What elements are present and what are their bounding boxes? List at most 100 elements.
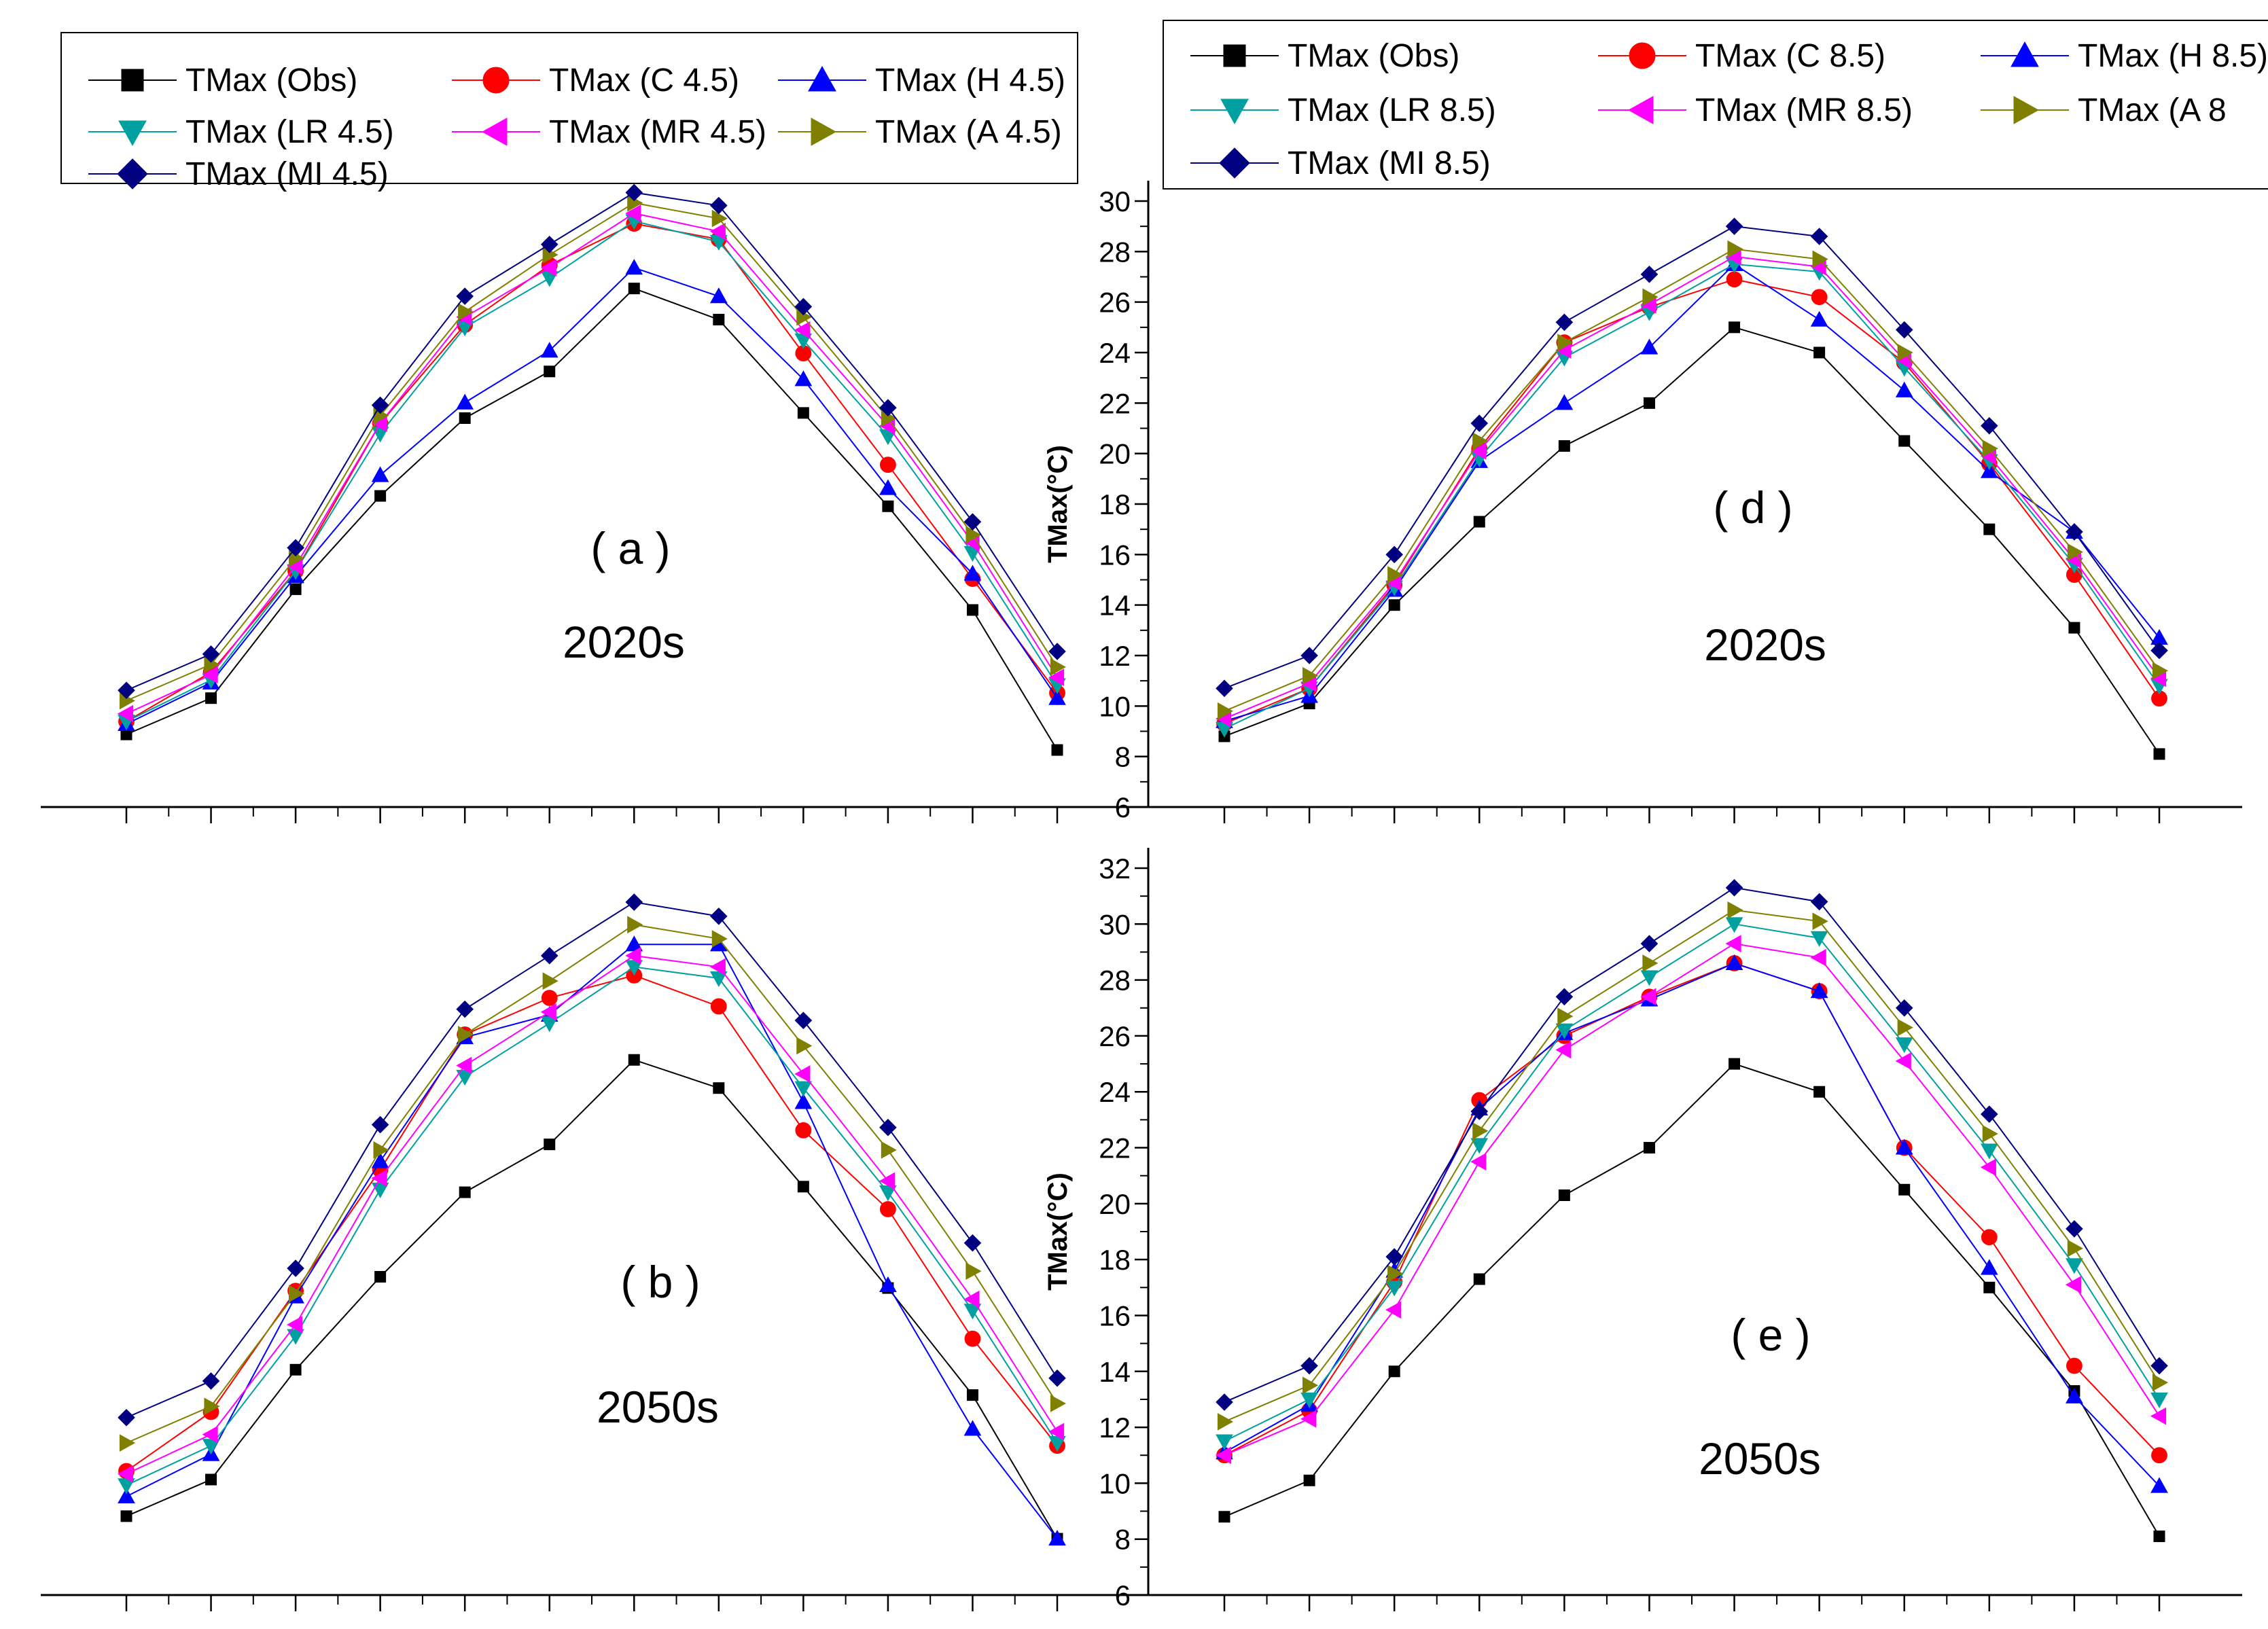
legend-entry-label: TMax (C 8.5) — [1695, 38, 1885, 74]
data-point — [1725, 935, 1741, 952]
series-6 — [118, 893, 1066, 1427]
data-point — [1048, 643, 1066, 660]
series-6 — [1216, 879, 2168, 1411]
data-point — [540, 947, 559, 965]
legend-marker — [121, 69, 144, 92]
data-point — [710, 998, 727, 1015]
series-line — [1224, 248, 2160, 712]
legend-frame — [1163, 20, 2268, 190]
data-point — [797, 407, 809, 419]
data-point — [794, 1081, 813, 1097]
data-point — [1470, 414, 1489, 432]
data-point — [1557, 1007, 1574, 1025]
data-point — [371, 1152, 389, 1168]
series-4 — [117, 946, 1065, 1483]
series-5 — [1217, 901, 2169, 1431]
data-point — [963, 565, 982, 581]
data-point — [1981, 1105, 1998, 1123]
data-point — [1810, 931, 1828, 947]
data-point — [1897, 1018, 1913, 1037]
data-point — [794, 321, 811, 339]
data-point — [459, 412, 471, 424]
y-tick-label: 8 — [1115, 1524, 1131, 1556]
series-line — [1224, 923, 2160, 1442]
data-point — [1216, 679, 1233, 698]
data-point — [202, 1372, 220, 1390]
data-point — [713, 313, 725, 325]
legend-marker — [117, 158, 148, 190]
data-point — [1300, 1392, 1318, 1408]
data-point — [118, 1408, 135, 1427]
data-point — [541, 990, 558, 1006]
data-point — [1215, 1446, 1232, 1465]
data-point — [1725, 917, 1743, 933]
y-axis-label: TMax(°C) — [1043, 1172, 1073, 1291]
data-point — [1388, 1365, 1400, 1378]
data-point — [1895, 1037, 1913, 1054]
data-point — [1216, 1434, 1233, 1450]
data-point — [963, 513, 982, 531]
data-point — [1983, 523, 1996, 535]
data-point — [373, 1141, 389, 1159]
data-point — [1725, 217, 1743, 235]
data-point — [1643, 397, 1655, 409]
series-line — [1224, 263, 2160, 730]
chart-panel-a: ( a ) 2020s TMax (Obs) TMax (C 4.5) TMax (H … — [41, 32, 1148, 823]
data-point — [371, 396, 389, 414]
chart-panel-d: 6 8 10 12 14 16 18 20 22 24 26 28 30 TMax(°C) ( d ) 202… — [1043, 20, 2268, 823]
data-point — [2150, 1357, 2168, 1375]
y-tick-label: 20 — [1099, 1188, 1131, 1220]
data-point — [1558, 440, 1570, 452]
data-point — [1981, 416, 1998, 435]
data-point — [544, 1139, 556, 1151]
data-point — [1385, 545, 1403, 564]
data-point — [205, 692, 217, 704]
data-point — [117, 704, 134, 723]
data-point — [1895, 1052, 1911, 1070]
data-point — [795, 1122, 812, 1139]
data-point — [456, 287, 474, 305]
data-point — [1982, 440, 1998, 458]
data-point — [1895, 321, 1913, 339]
data-point — [797, 1181, 809, 1193]
data-point — [202, 1425, 218, 1444]
data-point — [1643, 1142, 1655, 1154]
data-point — [880, 1201, 896, 1217]
legend-marker — [2010, 41, 2039, 67]
series-line — [126, 974, 1058, 1472]
data-point — [1473, 1273, 1485, 1285]
data-point — [458, 303, 474, 321]
data-point — [540, 1003, 556, 1021]
legend-entry-label: TMax (MR 4.5) — [549, 114, 766, 150]
series-5 — [1217, 240, 2169, 720]
y-axis-label: TMax(°C) — [1043, 445, 1073, 563]
data-point — [966, 604, 978, 616]
data-point — [2065, 1276, 2082, 1294]
chart-panel-b: ( b ) 2050s — [41, 893, 1148, 1611]
series-1 — [118, 967, 1065, 1480]
data-point — [1050, 1395, 1067, 1412]
y-tick-label: 12 — [1099, 1412, 1131, 1444]
legend-entry-label: TMax (Obs) — [1288, 38, 1459, 74]
data-point — [2150, 1392, 2168, 1408]
data-point — [1729, 1058, 1741, 1070]
legend-frame — [60, 32, 1078, 184]
y-tick-label: 14 — [1099, 590, 1131, 622]
y-tick-label: 6 — [1115, 791, 1131, 823]
data-point — [2066, 1220, 2083, 1238]
data-point — [2066, 1258, 2083, 1274]
data-point — [1470, 1153, 1487, 1170]
period-label: 2020s — [563, 617, 685, 667]
series-line — [1224, 909, 2160, 1422]
data-point — [1810, 893, 1828, 911]
data-point — [1895, 381, 1913, 397]
data-point — [1555, 1023, 1574, 1039]
data-point — [2150, 641, 2168, 660]
data-point — [879, 1118, 897, 1136]
data-point — [540, 259, 556, 276]
data-point — [794, 370, 813, 387]
series-line — [126, 212, 1058, 715]
panel-label: ( a ) — [590, 523, 670, 573]
series-5 — [119, 916, 1067, 1452]
data-point — [2151, 1447, 2167, 1464]
